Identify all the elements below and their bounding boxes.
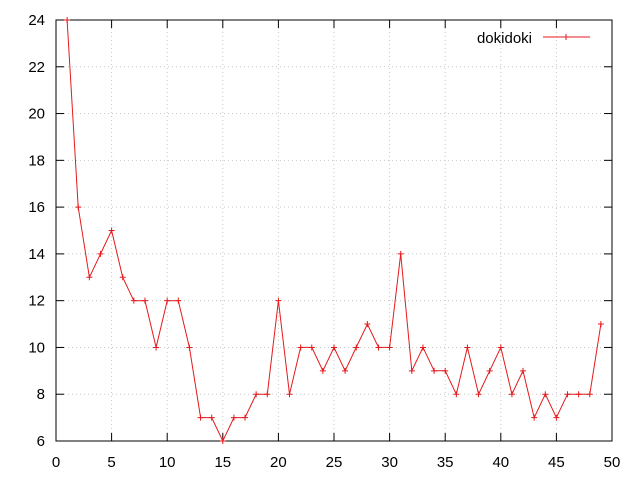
x-tick-label: 5 xyxy=(107,454,115,471)
x-tick-label: 15 xyxy=(214,454,231,471)
data-point xyxy=(186,344,193,351)
x-tick-label: 0 xyxy=(52,454,60,471)
data-point xyxy=(308,344,315,351)
data-point xyxy=(331,344,337,351)
data-point xyxy=(119,274,126,281)
data-point xyxy=(431,367,438,374)
data-point xyxy=(319,367,326,374)
data-point xyxy=(553,414,560,421)
x-tick-label: 10 xyxy=(159,454,176,471)
x-tick-label: 50 xyxy=(604,454,621,471)
legend-marker xyxy=(563,34,569,40)
data-point xyxy=(164,297,171,304)
series-group xyxy=(64,17,604,444)
data-point xyxy=(75,204,82,211)
data-point xyxy=(275,297,282,304)
plot-frame xyxy=(55,19,613,442)
data-point xyxy=(130,297,137,304)
y-tick-label: 8 xyxy=(37,386,45,403)
data-point xyxy=(542,391,549,398)
x-tick-label: 30 xyxy=(381,454,398,471)
y-tick-label: 16 xyxy=(28,199,45,216)
data-point xyxy=(564,391,571,398)
legend: dokidoki xyxy=(477,30,590,47)
data-point xyxy=(153,344,160,351)
x-tick-label: 35 xyxy=(437,454,454,471)
data-point xyxy=(497,344,504,351)
data-point xyxy=(230,414,237,421)
x-tick-label: 45 xyxy=(548,454,565,471)
data-point xyxy=(175,297,182,304)
data-point xyxy=(264,391,271,398)
data-point xyxy=(575,391,582,398)
data-point xyxy=(408,367,415,374)
x-tick-labels: 0 5 10 15 20 25 30 35 40 45 50 xyxy=(52,454,621,471)
data-point xyxy=(86,274,93,281)
data-point xyxy=(197,414,204,421)
data-point xyxy=(97,250,104,257)
data-point xyxy=(375,344,382,351)
y-tick-label: 20 xyxy=(28,106,45,123)
y-tick-label: 12 xyxy=(28,293,45,310)
data-point xyxy=(141,297,148,304)
y-tick-label: 22 xyxy=(28,59,45,76)
x-tick-label: 25 xyxy=(326,454,343,471)
data-point xyxy=(597,321,604,328)
data-point xyxy=(397,250,404,257)
data-point xyxy=(297,344,304,351)
data-point xyxy=(353,344,360,351)
data-point xyxy=(253,391,260,398)
data-point xyxy=(386,344,393,351)
data-point xyxy=(64,17,71,23)
series-line xyxy=(66,19,602,443)
data-point xyxy=(453,391,460,398)
data-point xyxy=(219,438,226,444)
data-point xyxy=(464,344,471,351)
data-point xyxy=(531,414,538,421)
x-tick-label: 20 xyxy=(270,454,287,471)
axis-ticks xyxy=(55,19,613,442)
data-point xyxy=(508,391,515,398)
data-point xyxy=(586,391,593,398)
data-point xyxy=(520,367,527,374)
data-point xyxy=(342,367,349,374)
data-point xyxy=(242,414,249,421)
y-tick-label: 18 xyxy=(28,152,45,169)
data-point xyxy=(486,367,493,374)
data-point xyxy=(108,227,115,234)
y-tick-label: 24 xyxy=(28,12,45,29)
y-tick-label: 6 xyxy=(37,433,45,450)
data-point xyxy=(475,391,482,398)
data-point xyxy=(286,391,293,398)
data-point xyxy=(419,344,426,351)
grid xyxy=(56,20,612,441)
data-point xyxy=(442,367,449,374)
x-tick-label: 40 xyxy=(492,454,509,471)
legend-label: dokidoki xyxy=(477,30,532,47)
data-point xyxy=(364,321,371,328)
data-point xyxy=(208,414,215,421)
y-tick-labels: 6 8 10 12 14 16 18 20 22 24 xyxy=(28,12,45,450)
y-tick-label: 10 xyxy=(28,339,45,356)
y-tick-label: 14 xyxy=(28,246,45,263)
